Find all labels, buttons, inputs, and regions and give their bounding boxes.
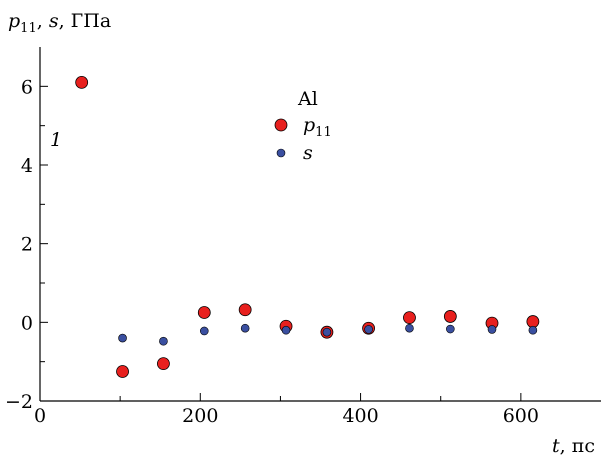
point-p11-8 bbox=[403, 311, 416, 325]
legend-marker-p11 bbox=[274, 118, 288, 132]
data-points bbox=[75, 76, 540, 378]
y-tick-label-2: 2 bbox=[21, 234, 33, 256]
y-axis-ticks: −2 0 2 4 6 bbox=[5, 76, 48, 413]
x-tick-label-3: 600 bbox=[503, 405, 539, 427]
point-p11-11 bbox=[526, 315, 540, 328]
point-p11-4 bbox=[238, 303, 252, 317]
y-axis-title-p: p bbox=[8, 10, 20, 32]
point-p11-0 bbox=[75, 76, 89, 89]
point-s-10 bbox=[528, 325, 538, 335]
x-axis-title: t, пс bbox=[552, 435, 595, 457]
y-tick-label-0: −2 bbox=[5, 391, 33, 413]
point-s-6 bbox=[364, 325, 373, 334]
point-p11-3 bbox=[197, 306, 211, 319]
y-tick-label-4: 6 bbox=[21, 76, 33, 98]
x-tick-label-2: 400 bbox=[342, 405, 378, 427]
x-tick-label-1: 200 bbox=[182, 405, 218, 427]
point-s-7 bbox=[405, 323, 414, 333]
y-axis-title-sep1: , bbox=[37, 10, 49, 32]
x-axis-title-t: t bbox=[552, 435, 560, 457]
point-p11-2 bbox=[157, 357, 170, 371]
point-s-5 bbox=[322, 327, 332, 337]
y-axis-title-s: s bbox=[49, 10, 59, 32]
y-tick-label-3: 4 bbox=[21, 155, 33, 177]
curve-annotation-1: 1 bbox=[50, 129, 62, 151]
y-axis-title-sep2: , bbox=[59, 10, 71, 32]
point-s-2 bbox=[199, 326, 209, 336]
y-axis-title-unit: ГПа bbox=[71, 10, 111, 32]
point-p11-1 bbox=[116, 365, 129, 378]
x-axis-ticks: 0 200 400 600 bbox=[34, 393, 539, 427]
point-s-4 bbox=[281, 325, 291, 335]
y-axis-title: p11, s, ГПа bbox=[8, 10, 111, 36]
legend-title: Al bbox=[297, 88, 318, 110]
point-s-1 bbox=[159, 336, 168, 346]
y-axis-title-p-sub: 11 bbox=[20, 21, 37, 36]
legend-label-p11: p11 bbox=[303, 114, 332, 140]
point-s-0 bbox=[118, 333, 127, 343]
point-p11-9 bbox=[443, 310, 457, 323]
legend-label-p11-main: p bbox=[303, 114, 315, 136]
y-tick-label-1: 0 bbox=[21, 312, 33, 334]
legend-marker-s bbox=[276, 148, 286, 158]
x-axis-title-unit: , пс bbox=[560, 435, 595, 457]
point-s-3 bbox=[240, 323, 250, 333]
legend: Al p11 s bbox=[274, 88, 332, 164]
legend-label-p11-sub: 11 bbox=[315, 125, 332, 140]
point-s-9 bbox=[487, 325, 497, 334]
x-tick-label-0: 0 bbox=[34, 405, 46, 427]
point-s-8 bbox=[446, 324, 455, 334]
legend-label-s: s bbox=[303, 142, 313, 164]
